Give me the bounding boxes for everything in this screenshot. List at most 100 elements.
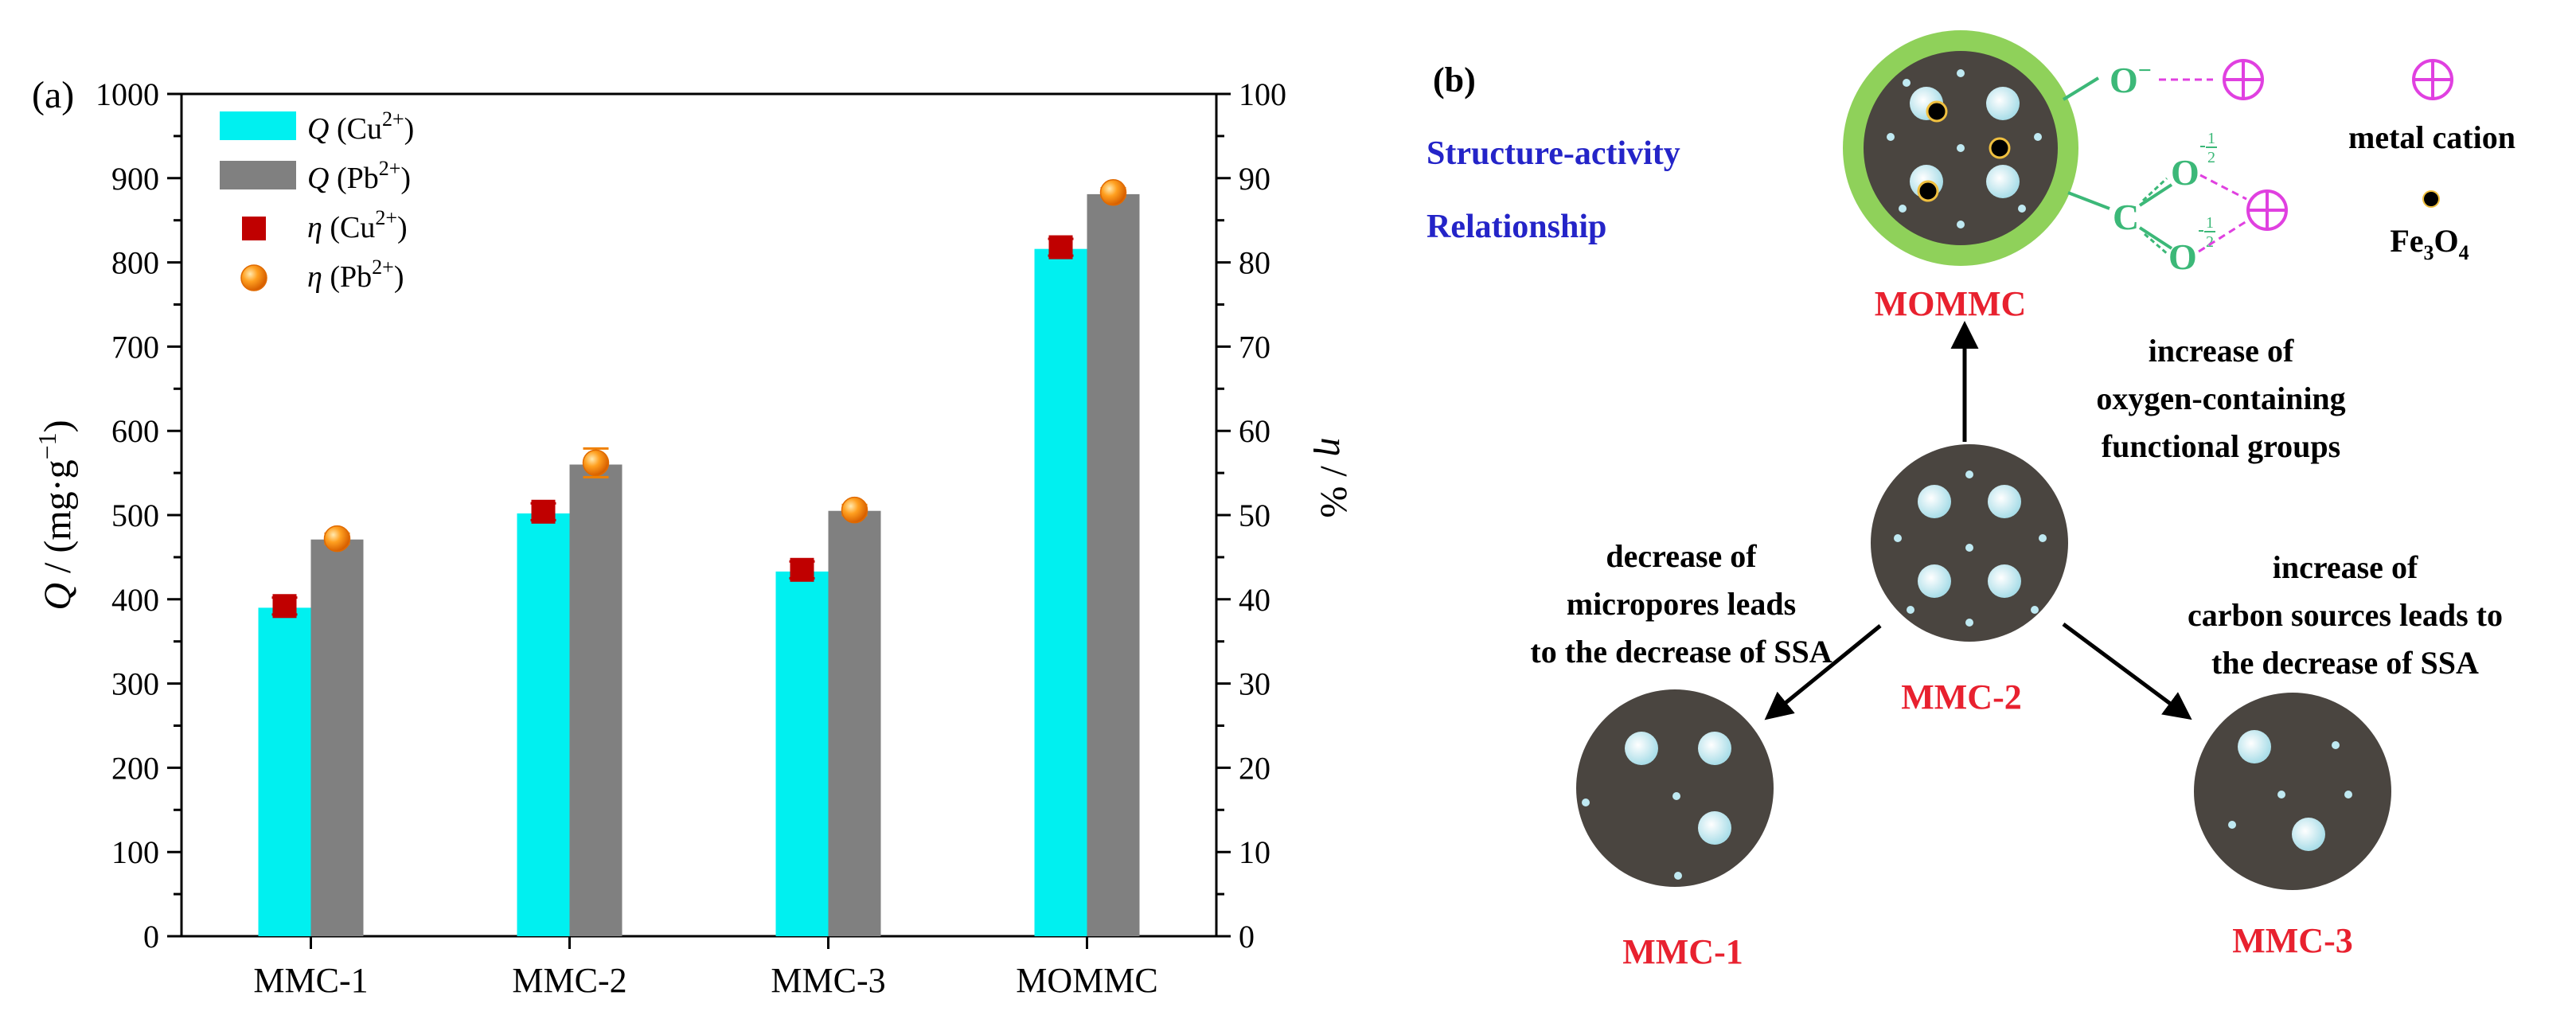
arrow-right [2062,622,2192,720]
y-left-tick-label: 100 [111,834,159,870]
legend-label-eta-pb: η (Pb2+) [307,256,404,294]
mmc3-label: MMC-3 [2232,921,2353,960]
legend-swatch-q-pb [220,161,296,189]
legend-label-q-cu: Q (Cu2+) [307,107,414,146]
fe3o4-dot [1926,100,1948,123]
metal-cation-icon [2246,189,2288,231]
y-right-tick-label: 50 [1239,498,1270,533]
y-axis-left-label: Q / (mg·g−1) [33,420,79,610]
mmc1-particle [1576,689,1774,887]
svg-text:increase of: increase of [2149,333,2294,369]
legend-swatch-q-cu [220,111,296,140]
fe3o4-dot [1917,180,1939,202]
o-lower: O [2168,236,2197,277]
y-left-tick-label: 400 [111,582,159,618]
mommc-particle [1843,30,2078,266]
x-tick-label: MMC-1 [253,961,368,1000]
functional-groups: O− C O O 1 2 [2062,57,2288,277]
legend-label-q-pb: Q (Pb2+) [307,157,411,195]
charge-lower: 1 2 [2199,214,2215,251]
y-left-tick-label: 800 [111,245,159,281]
left-text: decrease of micropores leads to the decr… [1530,538,1832,670]
x-tick-label: MMC-2 [512,961,626,1000]
pore [1698,732,1731,765]
svg-text:2: 2 [2207,149,2215,166]
y-right-tick-label: 30 [1239,666,1270,702]
mmc3-particle [2194,693,2391,890]
right-text: increase of carbon sources leads to the … [2188,549,2503,681]
mmc2-particle [1871,444,2068,642]
marker-eta-pb [841,496,868,524]
legend: Q (Cu2+) Q (Pb2+) η (Cu2+) η (Pb2+) [220,107,414,294]
marker-eta-cu [531,499,556,524]
pore [1918,564,1951,598]
y-left-tick-label: 500 [111,498,159,533]
marker-eta-cu [790,557,814,582]
y-right-tick-label: 0 [1239,919,1255,955]
svg-text:carbon sources leads to: carbon sources leads to [2188,597,2503,633]
pore [1986,87,2020,120]
legend-marker-eta-cu [242,217,266,240]
panel-b: (b) Structure-activity Relationship [1427,30,2516,971]
metal-cation-label: metal cation [2348,119,2516,155]
pore [1986,165,2020,198]
y-right-tick-label: 100 [1239,76,1286,112]
y-left-tick-label: 300 [111,666,159,702]
bar-cu [258,607,311,936]
charge-upper: 1 2 [2200,130,2217,166]
svg-text:increase of: increase of [2273,549,2418,585]
panel-a: (a) 0 100 200 300 400 500 600 700 800 900 1000 0 10 2… [32,74,1355,1000]
legend-label-eta-cu: η (Cu2+) [307,206,408,244]
top-text: increase of oxygen-containing functional… [2096,333,2345,464]
svg-text:oxygen-containing: oxygen-containing [2096,381,2345,416]
pore [1988,485,2021,518]
chart-marks: 0 100 200 300 400 500 600 700 800 900 1000 0 10 20 30 4… [96,76,1286,1000]
metal-cation-icon [2223,59,2264,100]
fe3o4-dot [1989,137,2011,159]
svg-text:1: 1 [2207,130,2215,147]
bar-pb [310,539,364,936]
marker-eta-pb [1099,179,1127,206]
marker-eta-pb [323,525,351,552]
panel-a-label: (a) [32,74,74,116]
svg-text:micropores leads: micropores leads [1567,586,1797,622]
pore [1625,732,1658,765]
y-right-tick-label: 40 [1239,582,1270,618]
x-tick-label: MOMMC [1016,961,1158,1000]
arrow-left [1764,624,1882,720]
y-left-tick-label: 0 [143,919,159,955]
fe3o4-label: Fe3O4 [2390,223,2469,264]
mommc-label: MOMMC [1875,284,2027,323]
y-right-tick-label: 60 [1239,413,1270,449]
y-left-tick-label: 900 [111,161,159,197]
y-left-tick-label: 600 [111,413,159,449]
y-right-tick-label: 70 [1239,329,1270,365]
o-minus-group: O− [2110,57,2152,100]
bar-pb [828,510,881,936]
y-axis-right-label: η / % [1313,437,1355,517]
fe3o4-key-dot [2422,190,2440,208]
y-right-tick-label: 20 [1239,750,1270,786]
svg-text:decrease of: decrease of [1606,538,1757,574]
heading-structure-activity: Structure-activity [1427,135,1680,172]
svg-text:functional groups: functional groups [2102,428,2340,464]
y-right-tick-label: 90 [1239,161,1270,197]
marker-eta-pb [582,449,610,477]
key: metal cation Fe3O4 [2348,59,2516,264]
legend-marker-eta-pb [240,264,267,291]
y-left-tick-label: 700 [111,329,159,365]
bar-cu [1034,248,1087,936]
y-left-tick-label: 1000 [96,76,159,112]
panel-b-label: (b) [1433,61,1476,100]
svg-text:the decrease of SSA: the decrease of SSA [2211,645,2479,681]
marker-eta-cu [272,594,297,619]
pore [2292,818,2325,851]
bar-cu [775,571,829,936]
marker-eta-cu [1048,235,1073,260]
c-atom: C [2113,197,2139,237]
bar-pb [569,464,623,936]
y-right-tick-label: 80 [1239,245,1270,281]
svg-text:1: 1 [2206,214,2214,232]
y-left-tick-label: 200 [111,750,159,786]
